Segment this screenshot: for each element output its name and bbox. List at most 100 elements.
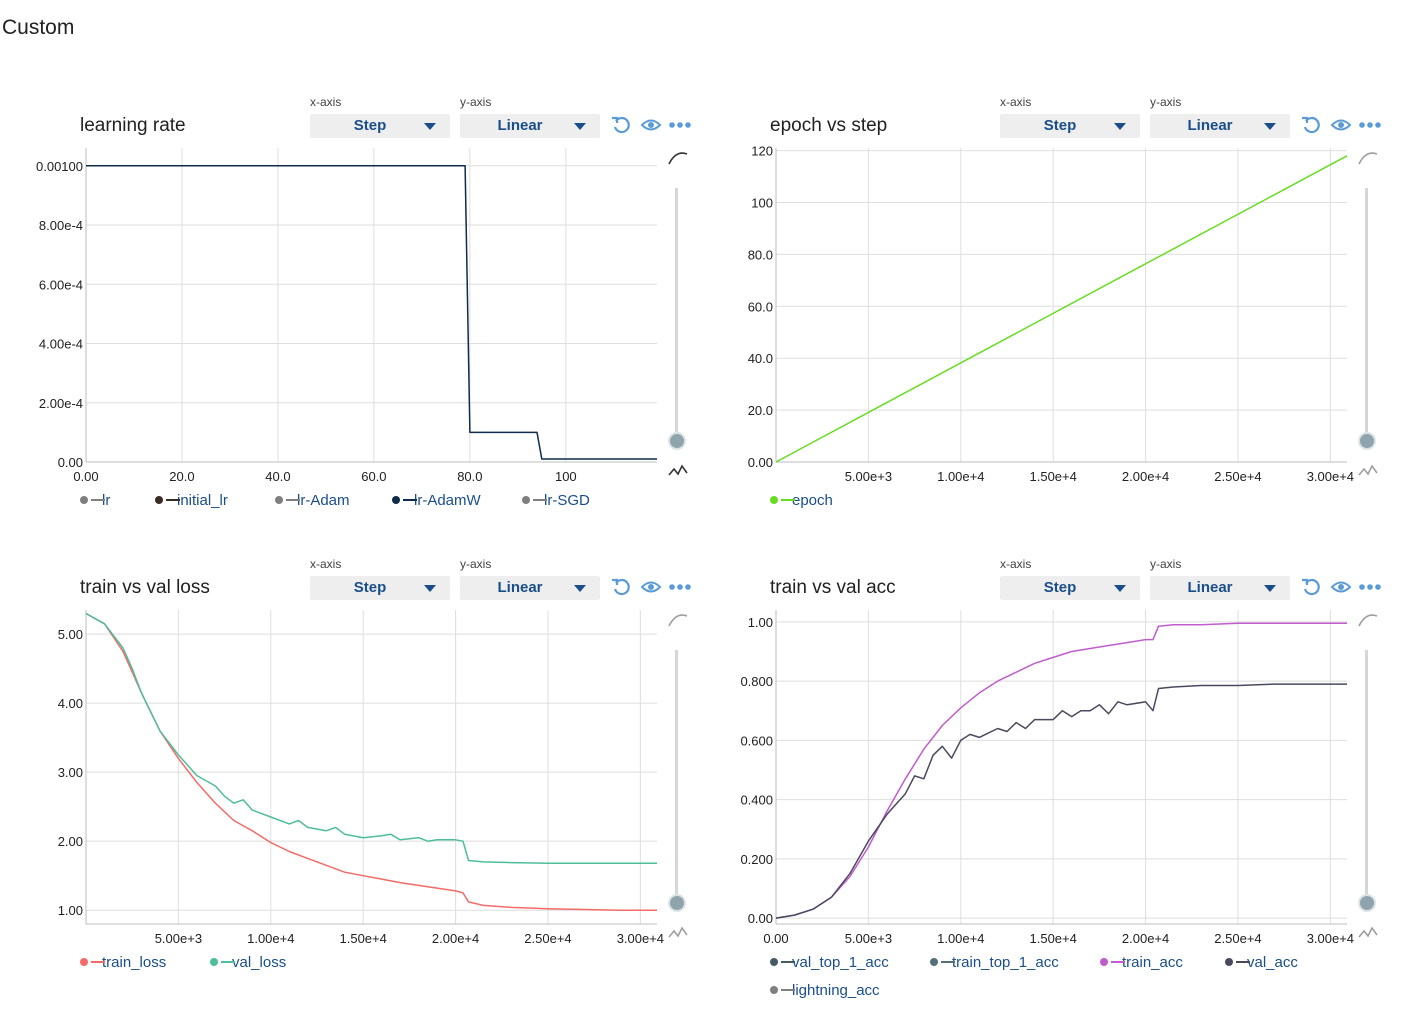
x-tick-label: 1.00e+4 <box>247 931 294 946</box>
y-axis-select[interactable]: Linear <box>1150 114 1290 138</box>
legend-swatch-icon <box>770 986 778 995</box>
smoothing-slider-track[interactable] <box>675 650 678 902</box>
chart-plot: 0.00 20.0 40.0 60.0 80.0 100 0.00 2.00e-4 4.00e-… <box>36 148 657 484</box>
smoothing-slider-thumb[interactable] <box>668 432 686 450</box>
x-tick-label: 60.0 <box>361 469 386 484</box>
x-tick-label: 2.50e+4 <box>524 931 571 946</box>
x-tick-label: 5.00e+3 <box>845 469 892 484</box>
x-axis-select[interactable]: Step <box>1000 576 1140 600</box>
legend-swatch-icon <box>392 496 400 505</box>
x-tick-label: 1.50e+4 <box>1030 469 1077 484</box>
y-axis-label: y-axis <box>460 95 492 109</box>
legend-item[interactable]: val_loss <box>210 954 286 971</box>
outlier-icon[interactable] <box>1356 923 1380 943</box>
more-icon[interactable] <box>668 114 691 136</box>
chart-plot: 5.00e+3 1.00e+4 1.50e+4 2.00e+4 2.50e+4 3.00e… <box>58 610 664 946</box>
x-tick-label: 2.00e+4 <box>432 931 479 946</box>
reset-icon[interactable] <box>610 576 632 598</box>
x-axis-select[interactable]: Step <box>1000 114 1140 138</box>
chart-card-learning-rate: learning rate x-axis y-axis Step Linear lr ini… <box>0 88 691 548</box>
smoothing-slider-thumb[interactable] <box>668 894 686 912</box>
x-axis-select[interactable]: Step <box>310 576 450 600</box>
x-axis-label: x-axis <box>310 95 342 109</box>
series-line-epoch <box>775 155 1348 463</box>
legend-item[interactable]: epoch <box>770 492 833 509</box>
legend-swatch-icon <box>210 958 218 967</box>
eye-icon[interactable] <box>640 114 662 136</box>
outlier-icon[interactable] <box>1356 461 1380 481</box>
legend-item[interactable]: lr-SGD <box>522 492 590 509</box>
smoothing-slider-track[interactable] <box>1365 188 1368 440</box>
outlier-icon[interactable] <box>666 461 690 481</box>
more-icon[interactable] <box>1358 576 1381 598</box>
x-tick-label: 3.00e+4 <box>617 931 664 946</box>
legend-swatch-icon <box>275 496 283 505</box>
legend-item[interactable]: train_loss <box>80 954 166 971</box>
legend-swatch-icon <box>1225 958 1233 967</box>
reset-icon[interactable] <box>610 114 632 136</box>
chart-card-epoch-vs-step: epoch vs step x-axis y-axis Step Linear epoch… <box>690 88 1381 548</box>
reset-icon[interactable] <box>1300 114 1322 136</box>
smoothing-slider-track[interactable] <box>1365 650 1368 902</box>
y-axis-select[interactable]: Linear <box>460 114 600 138</box>
legend-item[interactable]: lr-AdamW <box>392 492 481 509</box>
x-axis-select[interactable]: Step <box>310 114 450 138</box>
legend-item[interactable]: initial_lr <box>155 492 228 509</box>
smoothing-curve-icon[interactable] <box>1356 148 1380 168</box>
y-tick-label: 2.00e-4 <box>39 396 83 411</box>
smoothing-slider-track[interactable] <box>675 188 678 440</box>
chart-title: epoch vs step <box>770 115 888 136</box>
y-tick-label: 20.0 <box>748 403 773 418</box>
smoothing-slider-thumb[interactable] <box>1358 432 1376 450</box>
legend-label: train_top_1_acc <box>952 954 1059 971</box>
chevron-down-icon <box>424 585 436 592</box>
x-axis-label: x-axis <box>310 557 342 571</box>
chart-plot: 0.00 5.00e+3 1.00e+4 1.50e+4 2.00e+4 2.50e+4 3… <box>740 610 1354 946</box>
eye-icon[interactable] <box>1330 576 1352 598</box>
x-tick-label: 1.50e+4 <box>340 931 387 946</box>
eye-icon[interactable] <box>640 576 662 598</box>
x-tick-label: 2.50e+4 <box>1214 469 1261 484</box>
legend-item[interactable]: lr <box>80 492 110 509</box>
more-icon[interactable] <box>1358 114 1381 136</box>
chevron-down-icon <box>1114 585 1126 592</box>
outlier-icon[interactable] <box>666 923 690 943</box>
legend-item[interactable]: train_acc <box>1100 954 1183 971</box>
x-tick-label: 2.00e+4 <box>1122 931 1169 946</box>
legend-label: train_loss <box>102 954 167 971</box>
smoothing-curve-icon[interactable] <box>666 610 690 630</box>
smoothing-curve-icon[interactable] <box>1356 610 1380 630</box>
smoothing-curve-icon[interactable] <box>666 148 690 168</box>
legend-line-icon <box>781 499 795 502</box>
series-line-val_loss <box>85 612 657 865</box>
legend-label: lr-Adam <box>297 492 350 509</box>
legend-item[interactable]: val_top_1_acc <box>770 954 889 971</box>
legend-label: epoch <box>792 492 833 509</box>
legend-item[interactable]: lr-Adam <box>275 492 350 509</box>
y-axis-select[interactable]: Linear <box>460 576 600 600</box>
legend-item[interactable]: lightning_acc <box>770 982 880 999</box>
legend-label: train_acc <box>1122 954 1183 971</box>
chart-card-train-vs-val-loss: train vs val loss x-axis y-axis Step Linear t… <box>0 550 691 1010</box>
chart-plot: 5.00e+3 1.00e+4 1.50e+4 2.00e+4 2.50e+4 3.00e… <box>748 144 1354 484</box>
y-axis-select[interactable]: Linear <box>1150 576 1290 600</box>
y-tick-label: 4.00 <box>58 696 83 711</box>
legend-swatch-icon <box>770 958 778 967</box>
chevron-down-icon <box>1114 123 1126 130</box>
legend-label: initial_lr <box>177 492 228 509</box>
x-tick-label: 80.0 <box>457 469 482 484</box>
y-tick-label: 0.00100 <box>36 159 83 174</box>
more-icon[interactable] <box>668 576 691 598</box>
chevron-down-icon <box>1264 585 1276 592</box>
legend-line-icon <box>1236 961 1250 964</box>
smoothing-slider-thumb[interactable] <box>1358 894 1376 912</box>
legend-item[interactable]: val_acc <box>1225 954 1298 971</box>
x-axis-select-value: Step <box>353 579 387 596</box>
legend-item[interactable]: train_top_1_acc <box>930 954 1059 971</box>
y-tick-label: 1.00 <box>748 615 773 630</box>
reset-icon[interactable] <box>1300 576 1322 598</box>
y-axis-label: y-axis <box>1150 557 1182 571</box>
legend-label: lr-SGD <box>544 492 590 509</box>
eye-icon[interactable] <box>1330 114 1352 136</box>
x-tick-label: 40.0 <box>265 469 290 484</box>
